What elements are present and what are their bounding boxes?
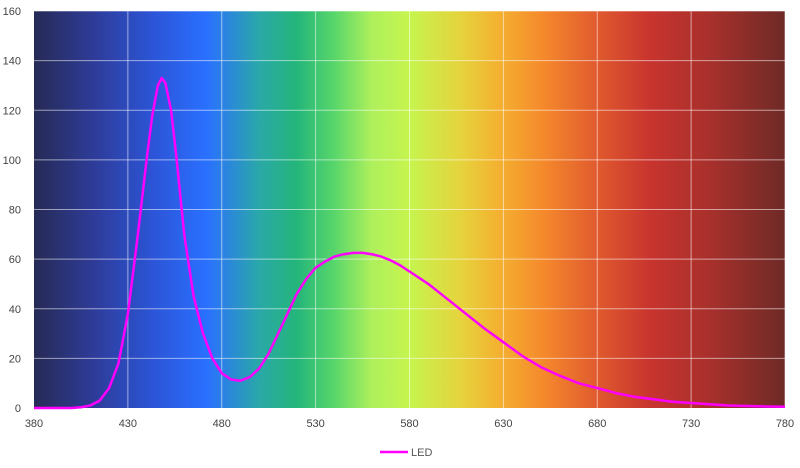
y-tick-label: 80 <box>9 205 21 217</box>
grid-lines <box>34 10 786 408</box>
x-tick-label: 380 <box>25 418 43 430</box>
series-line-led <box>34 76 786 410</box>
x-tick-label: 580 <box>400 418 418 430</box>
legend-label-led: LED <box>411 447 432 459</box>
y-tick-label: 160 <box>3 6 21 18</box>
y-axis: 0 20 40 60 80 100 120 140 160 <box>3 6 21 415</box>
series-layer <box>34 76 786 410</box>
y-tick-label: 40 <box>9 304 21 316</box>
y-tick-label: 20 <box>9 353 21 365</box>
x-axis: 380 430 480 530 580 630 680 730 780 <box>25 418 794 430</box>
x-tick-label: 630 <box>494 418 512 430</box>
legend: LED <box>380 447 432 459</box>
y-tick-label: 120 <box>3 105 21 117</box>
x-tick-label: 530 <box>306 418 324 430</box>
y-tick-label: 60 <box>9 254 21 266</box>
x-tick-label: 780 <box>776 418 794 430</box>
x-tick-label: 480 <box>213 418 231 430</box>
x-tick-label: 680 <box>588 418 606 430</box>
y-tick-label: 140 <box>3 56 21 68</box>
x-tick-label: 730 <box>682 418 700 430</box>
x-tick-label: 430 <box>119 418 137 430</box>
y-tick-label: 0 <box>15 403 21 415</box>
y-tick-label: 100 <box>3 155 21 167</box>
